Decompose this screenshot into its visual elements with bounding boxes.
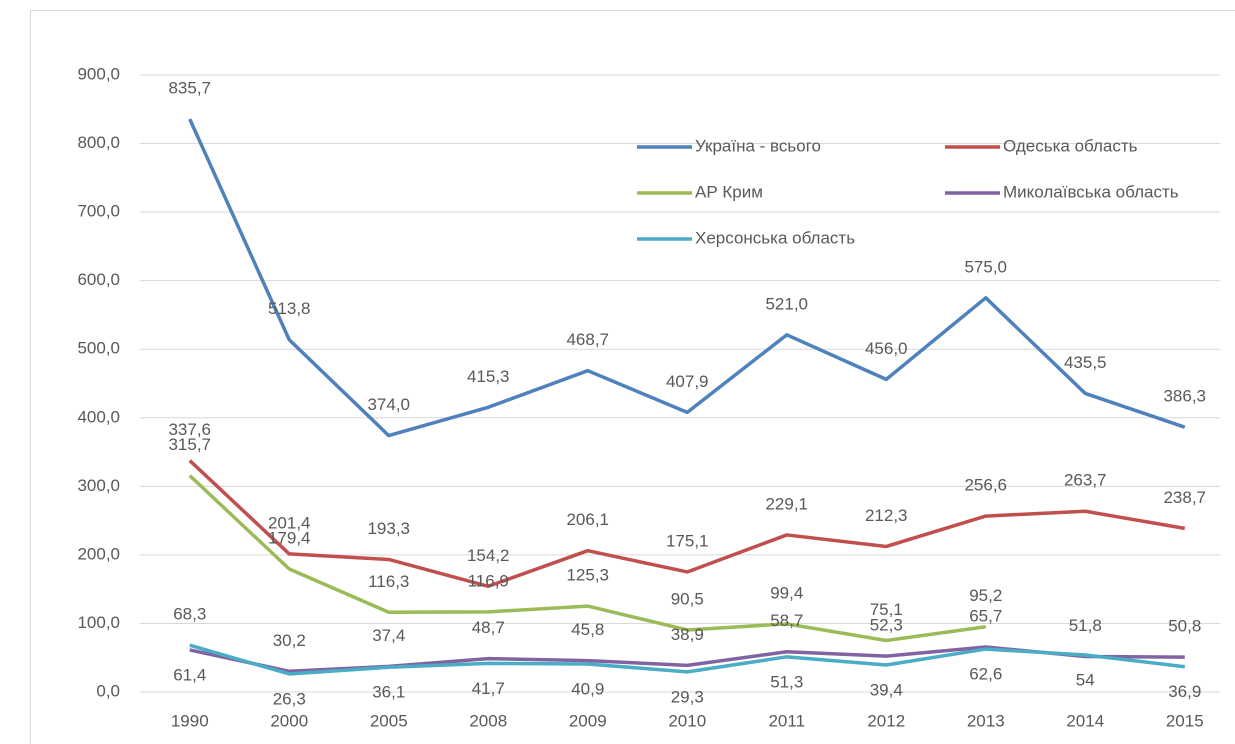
x-tick-label: 2009: [569, 711, 607, 730]
data-label: 39,4: [870, 680, 903, 699]
y-tick-label: 900,0: [77, 64, 120, 83]
data-label: 256,6: [964, 476, 1007, 495]
series-line: [188, 118, 1186, 438]
data-label: 575,0: [964, 257, 1007, 276]
legend-label: Херсонська область: [695, 228, 855, 247]
x-tick-label: 2011: [768, 711, 805, 730]
y-tick-label: 300,0: [77, 476, 120, 495]
data-label: 315,7: [168, 435, 211, 454]
data-label: 175,1: [666, 531, 709, 550]
data-label: 38,9: [671, 625, 704, 644]
data-label: 263,7: [1064, 471, 1107, 490]
data-label: 40,9: [571, 679, 604, 698]
data-label: 415,3: [467, 367, 510, 386]
data-label: 513,8: [268, 299, 311, 318]
data-label: 468,7: [566, 330, 609, 349]
data-label: 48,7: [472, 618, 505, 637]
data-label: 125,3: [566, 566, 609, 585]
data-label: 51,3: [770, 672, 803, 691]
x-tick-label: 2012: [867, 711, 905, 730]
data-label: 154,2: [467, 546, 510, 565]
y-tick-label: 800,0: [77, 133, 120, 152]
data-label: 212,3: [865, 506, 908, 525]
data-label: 58,7: [770, 611, 803, 630]
data-label: 435,5: [1064, 353, 1107, 372]
y-tick-label: 0,0: [96, 681, 120, 700]
x-tick-label: 2013: [967, 711, 1005, 730]
data-label: 116,3: [368, 572, 409, 591]
x-tick-label: 2005: [370, 711, 408, 730]
series-line: [188, 459, 1186, 589]
data-label: 65,7: [969, 606, 1002, 625]
chart-frame: [30, 10, 1235, 744]
data-label: 407,9: [666, 372, 709, 391]
legend-label: АР Крим: [695, 182, 763, 201]
y-tick-label: 500,0: [77, 339, 120, 358]
x-tick-label: 2015: [1166, 711, 1204, 730]
y-tick-label: 100,0: [77, 613, 120, 632]
data-label: 36,1: [372, 683, 405, 702]
data-label: 54: [1076, 670, 1095, 689]
data-label: 52,3: [870, 616, 903, 635]
data-label: 61,4: [173, 665, 206, 684]
data-label: 36,9: [1168, 682, 1201, 701]
data-label: 456,0: [865, 339, 908, 358]
data-label: 99,4: [770, 583, 803, 602]
data-label: 206,1: [566, 510, 609, 529]
data-label: 521,0: [765, 294, 808, 313]
data-label: 179,4: [268, 528, 311, 547]
data-label: 51,8: [1069, 616, 1102, 635]
data-label: 116,9: [468, 571, 509, 590]
x-tick-label: 2008: [469, 711, 507, 730]
series-line: [188, 474, 986, 643]
data-label: 50,8: [1168, 617, 1201, 636]
legend-label: Україна - всього: [695, 136, 821, 155]
data-label: 41,7: [472, 679, 505, 698]
data-label: 68,3: [173, 605, 206, 624]
data-label: 238,7: [1163, 488, 1206, 507]
y-tick-label: 200,0: [77, 544, 120, 563]
x-tick-label: 2014: [1066, 711, 1104, 730]
x-tick-label: 2010: [668, 711, 706, 730]
data-label: 45,8: [571, 620, 604, 639]
data-label: 29,3: [671, 687, 704, 706]
data-label: 337,6: [168, 420, 211, 439]
data-label: 90,5: [671, 589, 704, 608]
data-label: 30,2: [273, 631, 306, 650]
y-tick-label: 400,0: [77, 407, 120, 426]
y-tick-label: 600,0: [77, 270, 120, 289]
data-label: 374,0: [367, 395, 410, 414]
data-label: 62,6: [969, 665, 1002, 684]
data-label: 75,1: [870, 600, 903, 619]
data-label: 201,4: [268, 513, 311, 532]
data-label: 193,3: [367, 519, 410, 538]
data-label: 835,7: [168, 79, 211, 98]
x-tick-label: 1990: [171, 711, 209, 730]
legend-label: Одеська область: [1003, 136, 1138, 155]
data-label: 95,2: [969, 586, 1002, 605]
series-line: [189, 643, 1185, 676]
data-label: 229,1: [765, 494, 808, 513]
data-label: 386,3: [1163, 387, 1206, 406]
x-tick-label: 2000: [270, 711, 308, 730]
data-label: 37,4: [372, 626, 405, 645]
legend-label: Миколаївська область: [1003, 182, 1179, 201]
data-label: 26,3: [273, 689, 306, 708]
y-tick-label: 700,0: [77, 202, 120, 221]
